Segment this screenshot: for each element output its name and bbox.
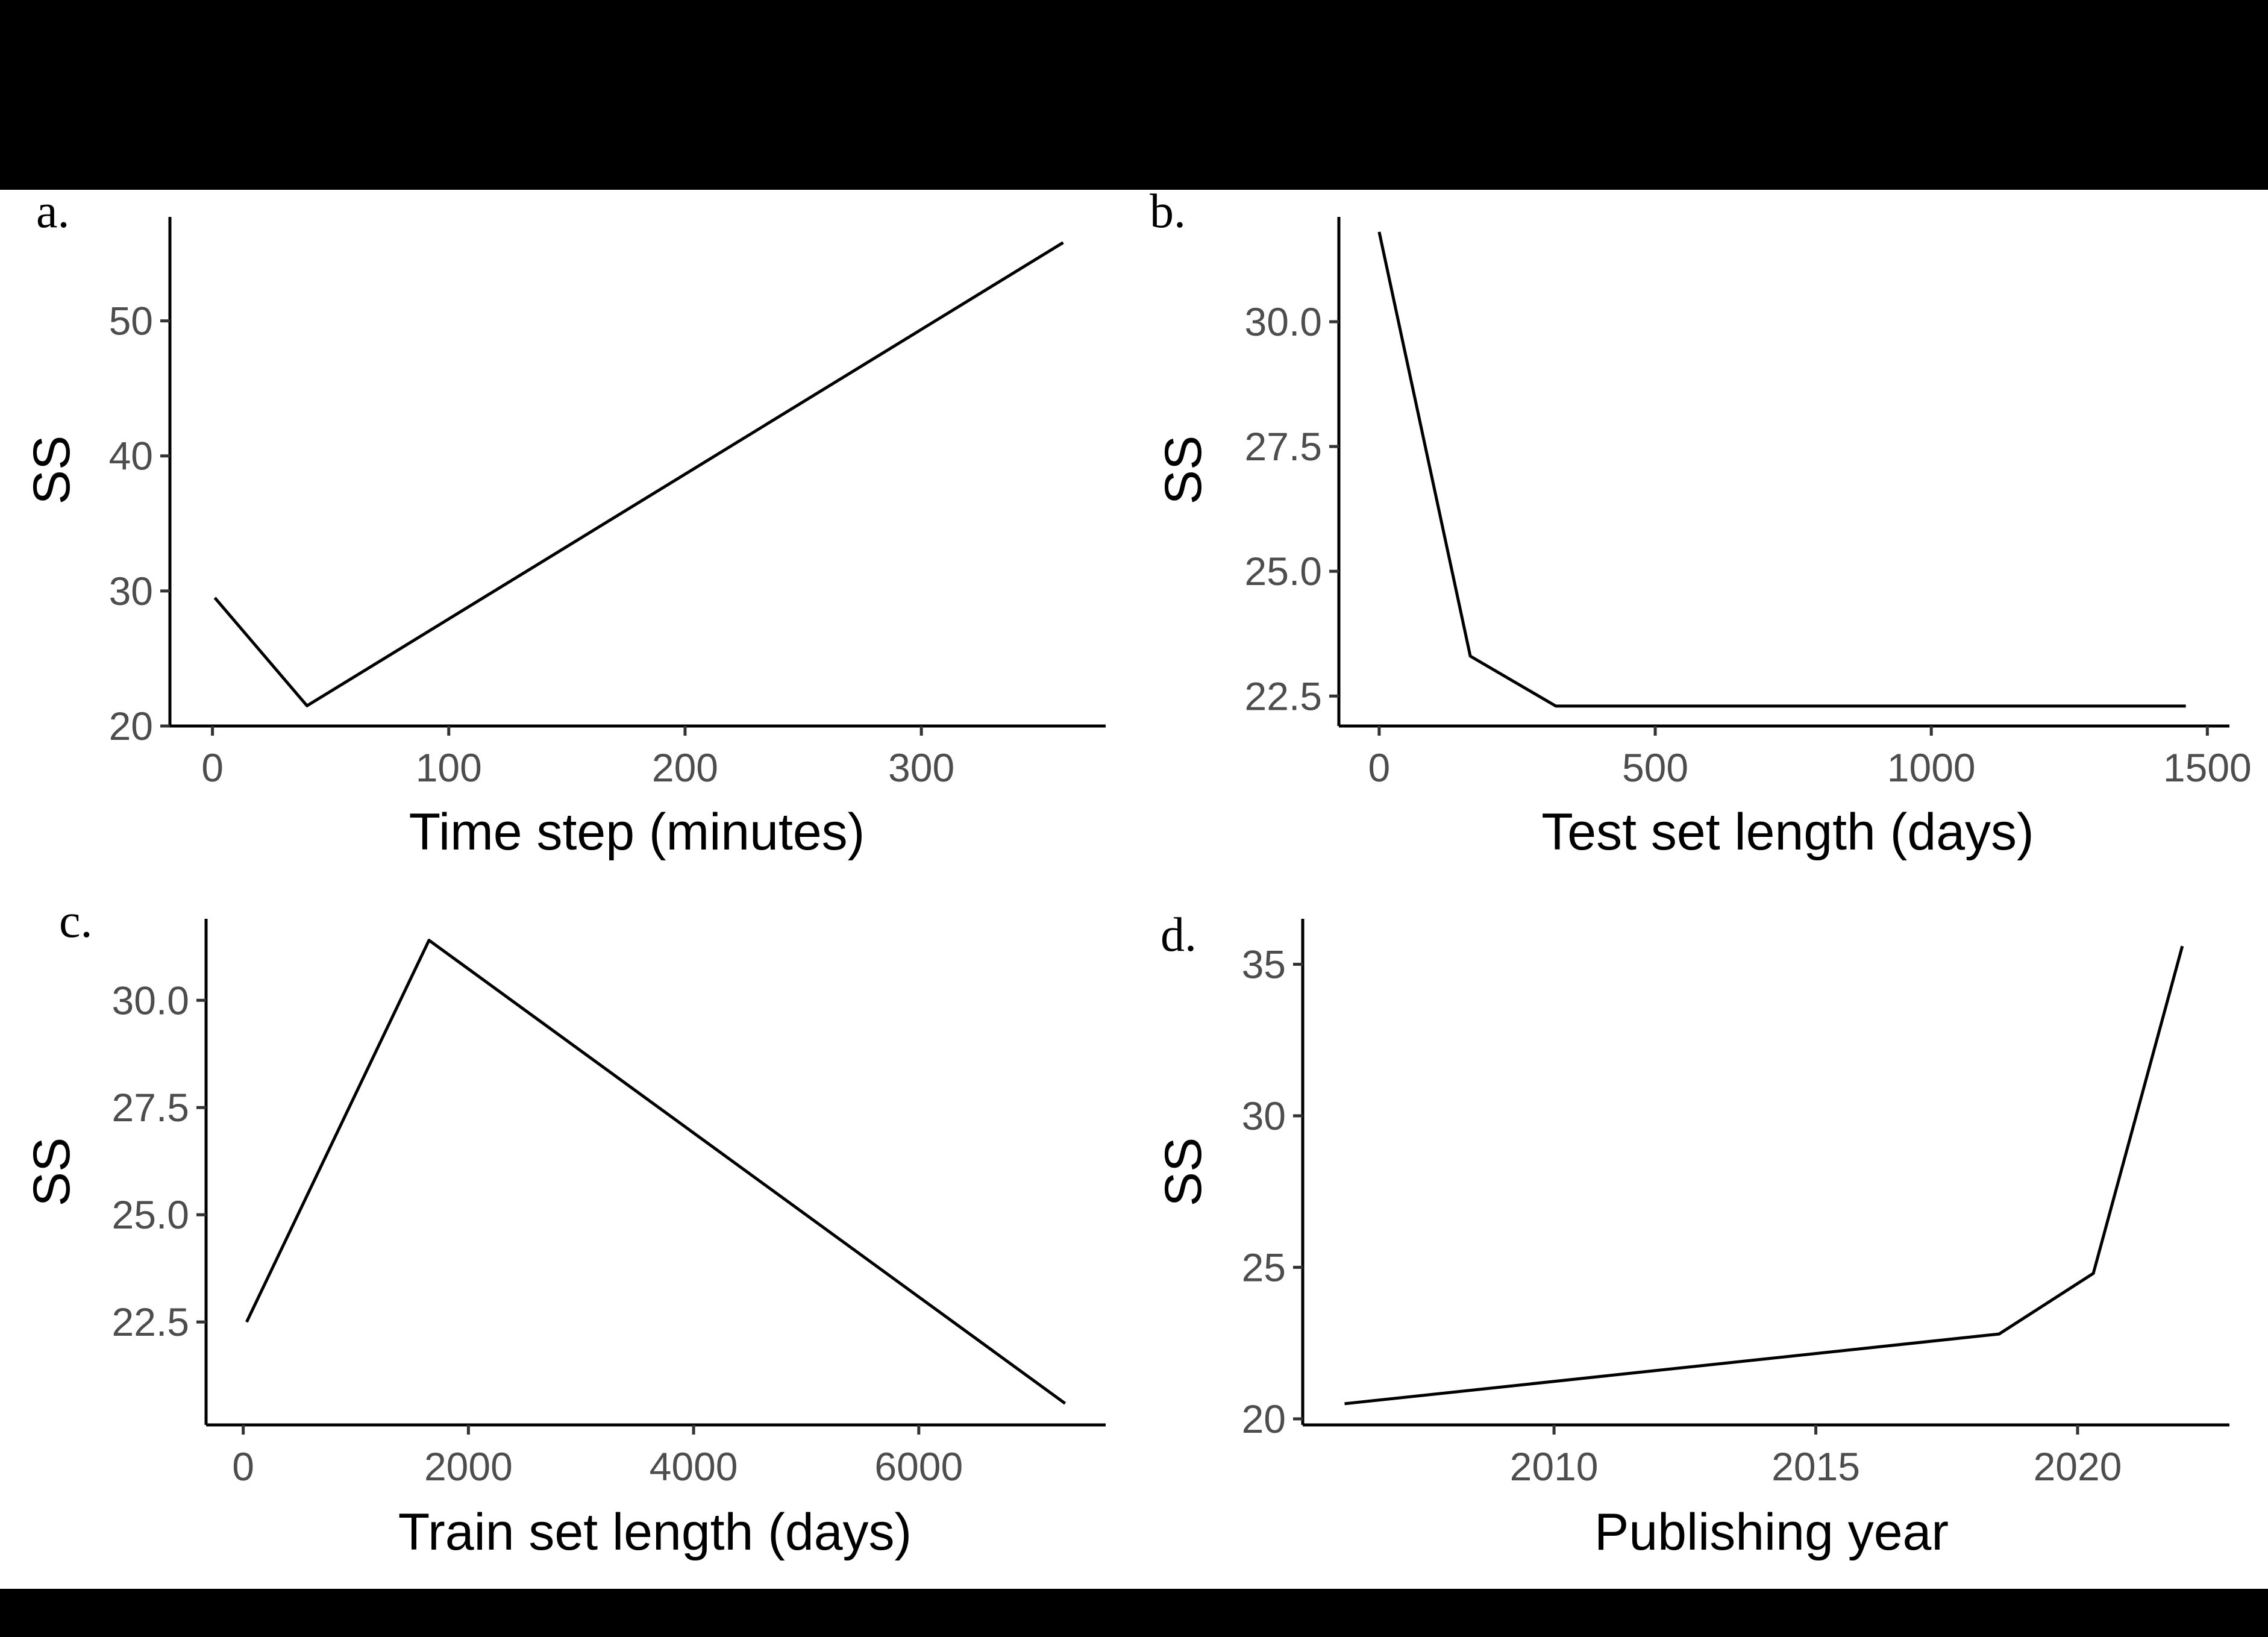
panel-c: c. SS Train set length (days) 22.5 25.0 27…: [23, 895, 1106, 1561]
panel-a-ytick-label: 50: [109, 299, 153, 343]
panel-b-xtick-label: 1500: [2163, 745, 2252, 790]
panel-d-letter: d.: [1161, 909, 1197, 962]
panel-c-letter: c.: [59, 895, 93, 948]
panel-c-ytick-label: 30.0: [112, 978, 189, 1022]
panel-c-ylabel: SS: [23, 1138, 81, 1207]
panel-a: a. SS Time step (minutes) 20 30 40 50 0 100 20…: [23, 185, 1106, 861]
panel-d-ylabel: SS: [1154, 1138, 1212, 1207]
panel-c-ytick-label: 25.0: [112, 1192, 189, 1237]
panel-b-xlabel: Test set length (days): [1541, 803, 2034, 861]
panel-b-letter: b.: [1150, 185, 1186, 238]
panel-d-ytick-label: 25: [1242, 1245, 1286, 1289]
panel-a-xlabel: Time step (minutes): [409, 803, 865, 861]
panel-b-ytick-label: 30.0: [1245, 299, 1322, 344]
panel-b-ytick-label: 27.5: [1245, 424, 1322, 469]
panel-d-xtick-label: 2015: [1771, 1444, 1860, 1489]
panel-b-ylabel: SS: [1154, 436, 1212, 505]
panel-a-ytick-label: 40: [109, 434, 153, 478]
panel-c-xtick-label: 4000: [650, 1444, 738, 1489]
panel-a-xtick-label: 300: [888, 745, 954, 790]
panel-c-xtick-label: 0: [232, 1444, 254, 1489]
panel-c-xlabel: Train set length (days): [398, 1503, 912, 1561]
figure-background: [0, 190, 2268, 1589]
bottom-black-band: [0, 1589, 2268, 1637]
panel-a-series-line: [213, 241, 1064, 707]
panel-b-xtick-label: 0: [1368, 745, 1391, 790]
panel-c-xtick-label: 6000: [874, 1444, 963, 1489]
panel-a-letter: a.: [36, 185, 70, 238]
panel-b-series-line: [1377, 231, 2186, 708]
panel-d-series-line: [1344, 945, 2184, 1406]
panel-d-xtick-label: 2020: [2034, 1444, 2122, 1489]
panel-d-ytick-label: 20: [1242, 1397, 1286, 1441]
panel-a-xtick-label: 0: [201, 745, 224, 790]
panel-b-xtick-label: 500: [1622, 745, 1688, 790]
panel-c-ytick-label: 27.5: [112, 1085, 189, 1130]
panel-d-xtick-label: 2010: [1510, 1444, 1599, 1489]
panel-b-ytick-label: 22.5: [1245, 674, 1322, 718]
panel-a-ytick-label: 20: [109, 704, 153, 748]
panel-d-xlabel: Publishing year: [1594, 1503, 1949, 1561]
panel-a-xtick-label: 100: [416, 745, 482, 790]
panel-c-ytick-label: 22.5: [112, 1300, 189, 1344]
panel-a-ylabel: SS: [23, 436, 81, 505]
panel-b-ytick-label: 25.0: [1245, 549, 1322, 593]
panel-a-ytick-label: 30: [109, 569, 153, 613]
panel-c-series-line: [245, 939, 1067, 1405]
panel-b: b. SS Test set length (days) 22.5 25.0 27.…: [1150, 185, 2252, 861]
panel-c-xtick-label: 2000: [424, 1444, 513, 1489]
top-black-band: [0, 0, 2268, 190]
panel-a-xtick-label: 200: [652, 745, 718, 790]
panel-b-xtick-label: 1000: [1887, 745, 1976, 790]
panel-d-ytick-label: 35: [1242, 942, 1286, 986]
panel-d-ytick-label: 30: [1242, 1094, 1286, 1138]
panel-d: d. SS Publishing year 20 25 30 35 2010 2015 20…: [1154, 909, 2229, 1561]
